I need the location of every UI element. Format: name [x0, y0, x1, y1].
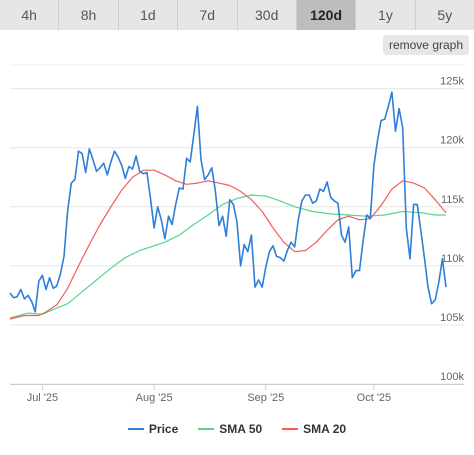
tab-4h[interactable]: 4h: [0, 0, 60, 30]
x-tick-label: Jul '25: [27, 392, 58, 404]
tab-1y[interactable]: 1y: [356, 0, 416, 30]
series-line-sma-20: [9, 169, 447, 320]
tab-30d[interactable]: 30d: [237, 0, 297, 30]
tab-1d[interactable]: 1d: [118, 0, 179, 30]
y-tick-label: 120k: [440, 135, 464, 147]
legend-swatch-sma50: [198, 428, 215, 430]
chart-legend: Price SMA 50 SMA 20: [0, 418, 474, 440]
tab-8h[interactable]: 8h: [59, 0, 119, 30]
legend-swatch-sma20: [282, 428, 299, 430]
legend-item-price[interactable]: Price: [127, 422, 179, 436]
y-tick-label: 100k: [440, 371, 464, 383]
x-tick-label: Oct '25: [357, 392, 392, 404]
timeframe-tabs: 4h 8h 1d 7d 30d 120d 1y 5y: [0, 0, 474, 30]
legend-label-sma50: SMA 50: [219, 422, 263, 436]
tab-7d[interactable]: 7d: [178, 0, 238, 30]
price-chart: 100k 105k 110k 115k 120k 125k Jul '25 Aug '25 Se…: [9, 64, 465, 404]
legend-item-sma50[interactable]: SMA 50: [198, 422, 262, 436]
y-tick-label: 105k: [440, 312, 464, 324]
y-tick-label: 110k: [441, 253, 465, 265]
x-tick-label: Sep '25: [247, 392, 284, 404]
tab-120d[interactable]: 120d: [296, 0, 357, 30]
tab-5y[interactable]: 5y: [415, 0, 474, 30]
legend-item-sma20[interactable]: SMA 20: [282, 422, 346, 436]
y-tick-label: 115k: [441, 194, 465, 206]
y-tick-label: 125k: [440, 76, 464, 88]
x-tick-label: Aug '25: [136, 392, 173, 404]
legend-label-sma20: SMA 20: [303, 422, 347, 436]
remove-graph-button[interactable]: remove graph: [383, 35, 469, 55]
legend-label-price: Price: [148, 422, 179, 436]
series-line-price: [9, 91, 447, 313]
legend-swatch-price: [127, 428, 144, 430]
